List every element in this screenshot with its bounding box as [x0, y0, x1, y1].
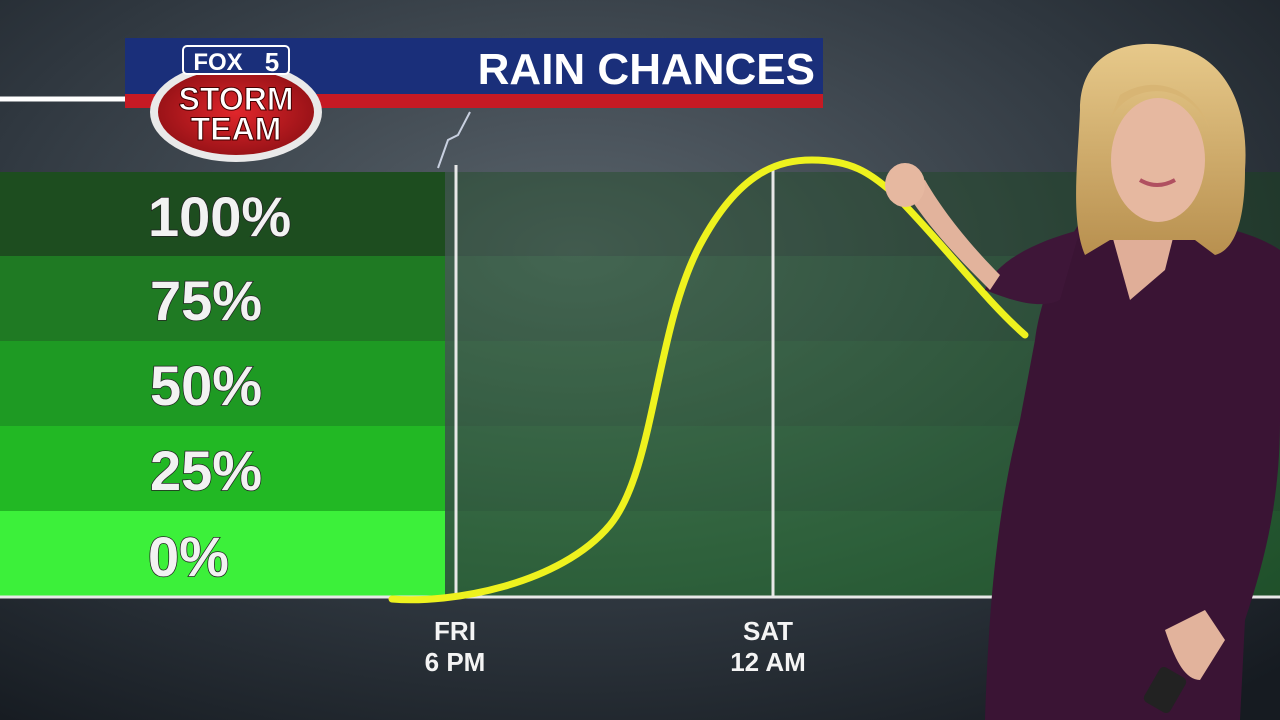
title: RAIN CHANCES [478, 45, 815, 94]
rain-curve [388, 156, 1029, 604]
logo-brand: FOX [193, 49, 242, 76]
scale-label: 25% [150, 439, 262, 502]
scale-label: 50% [150, 354, 262, 417]
time-label: 6 PM [425, 647, 486, 677]
logo: FOX 5 STORM TEAM [150, 45, 322, 162]
time-label: 12 AM [730, 647, 806, 677]
scale-label: 75% [150, 269, 262, 332]
logo-line2: TEAM [191, 111, 282, 147]
band [0, 511, 445, 597]
logo-number: 5 [265, 47, 279, 77]
presenter [885, 43, 1280, 720]
band [0, 256, 445, 341]
band [0, 426, 445, 511]
day-label: FRI [434, 616, 476, 646]
band [0, 172, 445, 256]
scale-label: 100% [148, 185, 291, 248]
logo-line1: STORM [179, 81, 294, 117]
band [0, 341, 445, 426]
scale-label: 0% [148, 525, 229, 588]
day-label: SAT [743, 616, 793, 646]
lightning [437, 111, 471, 169]
